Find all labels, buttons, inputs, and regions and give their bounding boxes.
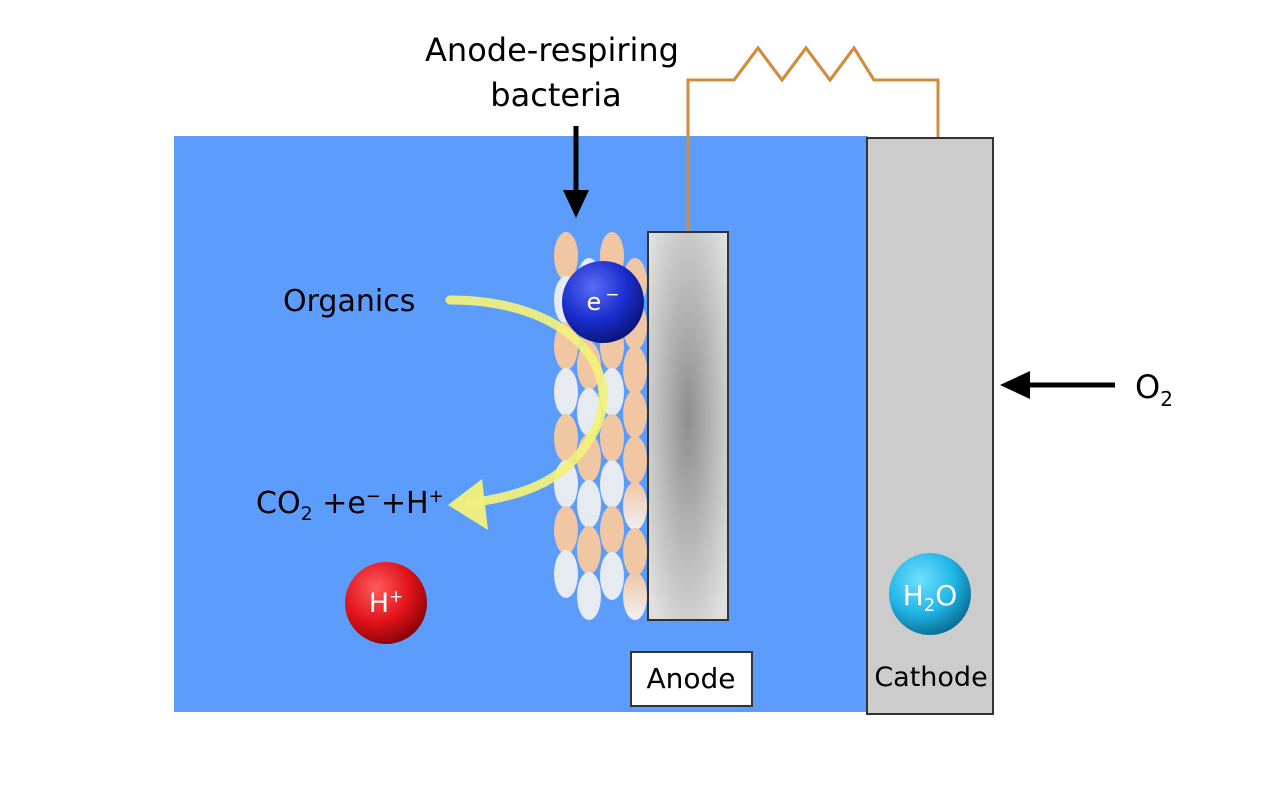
cathode-label: Cathode xyxy=(874,662,987,693)
bacterium xyxy=(600,506,624,554)
bacterium xyxy=(623,436,647,484)
electrolyte-solution xyxy=(174,136,868,712)
electron-label: e − xyxy=(586,285,619,316)
bacterium xyxy=(577,480,601,528)
bacteria-label-line1: Anode-respiring xyxy=(425,31,679,69)
resistor-icon xyxy=(732,45,876,83)
water-label: H2O xyxy=(903,579,958,616)
bacterium xyxy=(554,550,578,598)
anode-label: Anode xyxy=(646,662,735,695)
organics-arrow-head xyxy=(448,479,488,530)
oxygen-label: O2 xyxy=(1135,368,1173,411)
bacterium xyxy=(623,390,647,438)
products-label: CO2 +e−+H+ xyxy=(256,486,444,525)
bacterium xyxy=(623,482,647,530)
bacterium xyxy=(577,526,601,574)
bacteria-label-line2: bacteria xyxy=(490,76,621,114)
bacterium xyxy=(554,368,578,416)
proton-label: H+ xyxy=(369,587,404,619)
anode-label-box xyxy=(630,651,753,707)
bacteria-arrow-head xyxy=(563,190,589,218)
water-molecule-icon xyxy=(889,553,971,635)
organics-arrow-curve xyxy=(445,295,608,508)
bacterium xyxy=(600,460,624,508)
organics-label: Organics xyxy=(283,284,415,319)
bacterium xyxy=(623,528,647,576)
bacterium xyxy=(554,414,578,462)
bacterium xyxy=(554,506,578,554)
bacterium xyxy=(600,552,624,600)
bacterium xyxy=(577,572,601,620)
proton-icon xyxy=(345,562,427,644)
electron-icon xyxy=(562,261,644,343)
bacterium xyxy=(554,232,578,280)
bacterium xyxy=(623,572,647,620)
oxygen-arrow-head xyxy=(1000,371,1030,399)
anode-electrode xyxy=(647,231,729,621)
bacterium xyxy=(623,346,647,394)
bacterium xyxy=(600,414,624,462)
